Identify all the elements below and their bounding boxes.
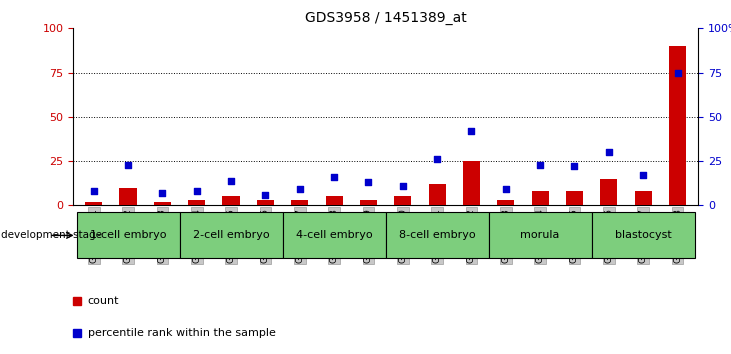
- Bar: [497, 200, 515, 205]
- Bar: [635, 191, 652, 205]
- Bar: [119, 188, 137, 205]
- Title: GDS3958 / 1451389_at: GDS3958 / 1451389_at: [305, 11, 466, 24]
- Point: [603, 149, 615, 155]
- Bar: [591, 212, 694, 258]
- Bar: [600, 179, 618, 205]
- Bar: [257, 200, 274, 205]
- Point: [397, 183, 409, 189]
- Bar: [360, 200, 377, 205]
- Bar: [222, 196, 240, 205]
- Point: [328, 174, 340, 180]
- Bar: [188, 200, 205, 205]
- Bar: [463, 161, 480, 205]
- Text: percentile rank within the sample: percentile rank within the sample: [88, 328, 276, 338]
- Text: count: count: [88, 296, 119, 306]
- Bar: [488, 212, 591, 258]
- Bar: [325, 196, 343, 205]
- Point: [191, 188, 202, 194]
- Point: [500, 187, 512, 192]
- Bar: [394, 196, 412, 205]
- Bar: [669, 46, 686, 205]
- Text: development stage: development stage: [1, 230, 102, 240]
- Bar: [291, 200, 308, 205]
- Point: [225, 178, 237, 183]
- Point: [534, 162, 546, 167]
- Text: 4-cell embryo: 4-cell embryo: [296, 230, 372, 240]
- Point: [294, 187, 306, 192]
- Bar: [386, 212, 488, 258]
- Point: [431, 156, 443, 162]
- Point: [637, 172, 649, 178]
- Point: [466, 128, 477, 134]
- Bar: [85, 202, 102, 205]
- Point: [260, 192, 271, 198]
- Point: [363, 179, 374, 185]
- Bar: [77, 212, 180, 258]
- Text: 8-cell embryo: 8-cell embryo: [399, 230, 475, 240]
- Bar: [428, 184, 446, 205]
- Bar: [531, 191, 549, 205]
- Text: morula: morula: [520, 230, 560, 240]
- Text: 1-cell embryo: 1-cell embryo: [90, 230, 166, 240]
- Point: [672, 70, 683, 75]
- Point: [569, 164, 580, 169]
- Point: [88, 188, 99, 194]
- Bar: [566, 191, 583, 205]
- Point: [122, 162, 134, 167]
- Text: blastocyst: blastocyst: [615, 230, 672, 240]
- Point: [156, 190, 168, 196]
- Text: 2-cell embryo: 2-cell embryo: [193, 230, 270, 240]
- Bar: [283, 212, 386, 258]
- Bar: [154, 202, 171, 205]
- Bar: [180, 212, 283, 258]
